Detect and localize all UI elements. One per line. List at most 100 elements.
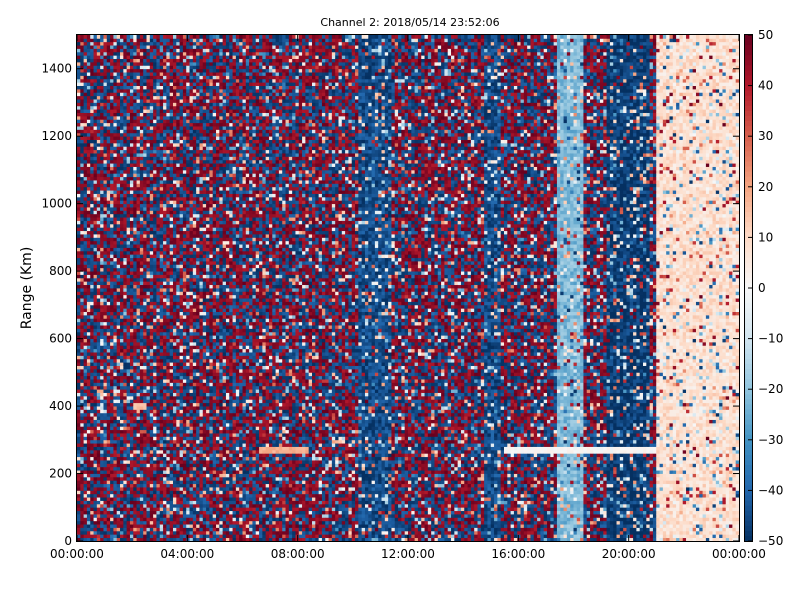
heatmap-cell (130, 140, 134, 144)
heatmap-cell (84, 180, 88, 184)
heatmap-cell (170, 264, 174, 268)
heatmap-cell (110, 190, 114, 194)
heatmap-cell (130, 322, 134, 326)
heatmap-cell (107, 52, 111, 56)
heatmap-cell (110, 146, 114, 150)
heatmap-cell (120, 45, 124, 49)
heatmap-cell (137, 96, 141, 100)
heatmap-cell (130, 399, 134, 403)
heatmap-cell (87, 82, 91, 86)
heatmap-cell (100, 82, 104, 86)
heatmap-cell (150, 234, 154, 238)
heatmap-cell (107, 109, 111, 113)
heatmap-cell (153, 312, 157, 316)
heatmap-cell (113, 234, 117, 238)
heatmap-cell (84, 190, 88, 194)
heatmap-cell (180, 42, 184, 46)
heatmap-cell (110, 443, 114, 447)
heatmap-cell (117, 231, 121, 235)
heatmap-cell (183, 531, 187, 535)
heatmap-cell (160, 190, 164, 194)
heatmap-cell (147, 521, 151, 525)
heatmap-cell (183, 305, 187, 309)
heatmap-cell (77, 450, 81, 454)
heatmap-cell (113, 48, 117, 52)
heatmap-cell (183, 288, 187, 292)
heatmap-cell (130, 301, 134, 305)
heatmap-cell (123, 494, 127, 498)
heatmap-cell (84, 352, 88, 356)
heatmap-cell (143, 264, 147, 268)
heatmap-cell (107, 312, 111, 316)
heatmap-cell (143, 72, 147, 76)
heatmap-cell (153, 99, 157, 103)
heatmap-cell (153, 440, 157, 444)
heatmap-cell (117, 366, 121, 370)
heatmap-cell (84, 504, 88, 508)
heatmap-cell (180, 420, 184, 424)
heatmap-cell (163, 221, 167, 225)
heatmap-cell (147, 231, 151, 235)
heatmap-cell (77, 393, 81, 397)
heatmap-cell (90, 312, 94, 316)
heatmap-cell (117, 72, 121, 76)
heatmap-cell (113, 52, 117, 56)
heatmap-cell (77, 150, 81, 154)
heatmap-cell (107, 376, 111, 380)
heatmap-cell (97, 298, 101, 302)
heatmap-cell (94, 524, 98, 528)
heatmap-cell (110, 480, 114, 484)
heatmap-cell (100, 332, 104, 336)
heatmap-cell (107, 339, 111, 343)
heatmap-cell (166, 349, 170, 353)
heatmap-cell (90, 258, 94, 262)
heatmap-cell (107, 48, 111, 52)
heatmap-cell (107, 301, 111, 305)
heatmap-cell (90, 534, 94, 538)
heatmap-cell (123, 426, 127, 430)
heatmap-cell (153, 281, 157, 285)
heatmap-cell (153, 524, 157, 528)
heatmap-cell (94, 264, 98, 268)
heatmap-cell (183, 312, 187, 316)
heatmap-cell (127, 82, 131, 86)
heatmap-cell (127, 470, 131, 474)
heatmap-cell (117, 335, 121, 339)
heatmap-cell (173, 190, 177, 194)
heatmap-cell (140, 86, 144, 90)
heatmap-cell (123, 376, 127, 380)
heatmap-cell (120, 517, 124, 521)
heatmap-cell (160, 102, 164, 106)
heatmap-cell (113, 342, 117, 346)
heatmap-cell (143, 470, 147, 474)
heatmap-cell (127, 214, 131, 218)
heatmap-cell (180, 484, 184, 488)
heatmap-cell (127, 261, 131, 265)
heatmap-cell (84, 86, 88, 90)
heatmap-cell (80, 352, 84, 356)
heatmap-cell (84, 275, 88, 279)
heatmap-cell (90, 156, 94, 160)
heatmap-cell (160, 335, 164, 339)
heatmap-cell (183, 413, 187, 417)
heatmap-cell (120, 490, 124, 494)
heatmap-cell (120, 497, 124, 501)
heatmap-cell (130, 396, 134, 400)
heatmap-cell (173, 396, 177, 400)
heatmap-cell (87, 244, 91, 248)
heatmap-cell (166, 62, 170, 66)
heatmap-cell (120, 436, 124, 440)
heatmap-cell (110, 457, 114, 461)
heatmap-cell (84, 366, 88, 370)
heatmap-cell (153, 204, 157, 208)
heatmap-cell (147, 281, 151, 285)
heatmap-cell (123, 119, 127, 123)
heatmap-cell (140, 96, 144, 100)
heatmap-cell (120, 474, 124, 478)
heatmap-cell (103, 248, 107, 252)
heatmap-cell (137, 339, 141, 343)
heatmap-cell (103, 507, 107, 511)
heatmap-cell (77, 399, 81, 403)
heatmap-cell (143, 197, 147, 201)
heatmap-cell (120, 403, 124, 407)
